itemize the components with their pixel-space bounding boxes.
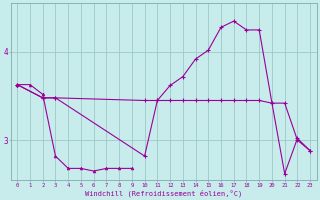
X-axis label: Windchill (Refroidissement éolien,°C): Windchill (Refroidissement éolien,°C) [85,189,242,197]
